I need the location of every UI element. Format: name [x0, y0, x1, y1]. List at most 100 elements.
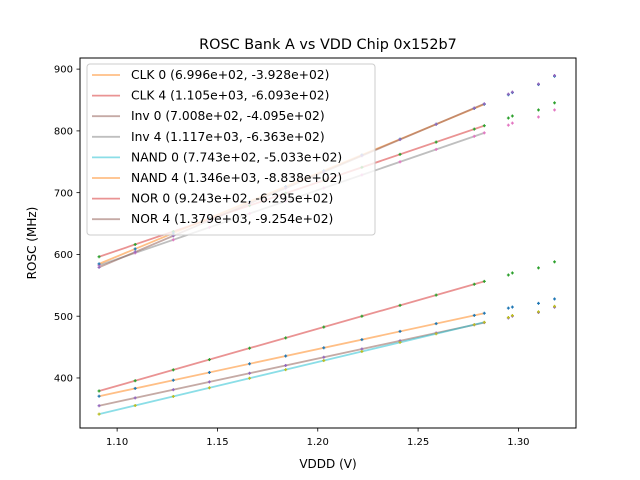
extra-point-nor-4	[506, 92, 510, 96]
legend-item: CLK 4 (1.105e+03, -6.093e+02)	[92, 89, 329, 103]
legend-item: NAND 0 (7.743e+02, -5.033e+02)	[92, 150, 342, 164]
extra-point-inv-4	[506, 123, 510, 127]
data-point-nor-4	[434, 122, 438, 126]
legend-item: NOR 4 (1.379e+03, -9.254e+02)	[92, 212, 333, 226]
data-point-clk-4	[434, 140, 438, 144]
y-tick-label: 500	[54, 312, 73, 323]
data-point-nand-0	[133, 404, 137, 408]
extra-point-clk-4	[510, 114, 514, 118]
data-point-nor-0	[133, 379, 137, 383]
data-point-nor-0	[398, 303, 402, 307]
data-point-nor-0	[472, 282, 476, 286]
data-point-nand-4	[133, 247, 137, 251]
data-point-clk-0	[171, 378, 175, 382]
data-point-clk-4	[133, 242, 137, 246]
data-point-inv-0	[284, 363, 288, 367]
data-point-nor-0	[434, 293, 438, 297]
extra-point-clk-0	[536, 301, 540, 305]
legend-label: CLK 4 (1.105e+03, -6.093e+02)	[131, 89, 329, 103]
legend-label: NOR 4 (1.379e+03, -9.254e+02)	[131, 212, 333, 226]
data-point-nand-0	[360, 349, 364, 353]
data-point-inv-4	[398, 160, 402, 164]
legend-label: NOR 0 (9.243e+02, -6.295e+02)	[131, 192, 333, 206]
y-tick-label: 900	[54, 65, 73, 76]
data-point-clk-0	[360, 338, 364, 342]
legend: CLK 0 (6.996e+02, -3.928e+02) CLK 4 (1.10…	[86, 63, 376, 236]
data-point-nor-0	[248, 346, 252, 350]
data-point-clk-0	[248, 362, 252, 366]
data-point-clk-0	[207, 370, 211, 374]
data-point-clk-4	[97, 255, 101, 259]
data-point-nand-0	[322, 359, 326, 363]
extra-point-inv-4	[536, 115, 540, 119]
data-point-nand-0	[248, 376, 252, 380]
data-point-inv-4	[434, 147, 438, 151]
extra-point-nor-4	[553, 73, 557, 77]
legend-label: NAND 0 (7.743e+02, -5.033e+02)	[131, 150, 342, 164]
plot-frame	[79, 57, 577, 429]
legend-item: Inv 4 (1.117e+03, -6.363e+02)	[92, 130, 325, 144]
extra-point-nor-0	[506, 273, 510, 277]
data-point-clk-0	[482, 311, 486, 315]
extra-point-clk-4	[536, 108, 540, 112]
data-point-nor-4	[398, 138, 402, 142]
data-point-clk-0	[398, 329, 402, 333]
legend-item: CLK 0 (6.996e+02, -3.928e+02)	[92, 68, 329, 82]
y-tick-label: 800	[54, 126, 73, 137]
chart-title: ROSC Bank A vs VDD Chip 0x152b7	[199, 37, 457, 53]
data-point-inv-0	[322, 355, 326, 359]
data-point-inv-4	[482, 131, 486, 135]
data-point-nand-0	[482, 320, 486, 324]
fit-line-clk-0	[98, 312, 485, 398]
legend-label: CLK 0 (6.996e+02, -3.928e+02)	[131, 68, 329, 82]
data-point-nand-4	[97, 262, 101, 266]
data-point-nor-0	[482, 279, 486, 283]
extra-point-nor-4	[510, 90, 514, 94]
extra-point-nor-0	[553, 260, 557, 264]
data-point-nand-0	[398, 340, 402, 344]
data-point-inv-0	[133, 396, 137, 400]
data-point-clk-0	[133, 386, 137, 390]
data-point-nor-4	[482, 102, 486, 106]
x-axis: 1.10 1.15 1.20 1.25 1.30	[106, 428, 530, 448]
extra-point-inv-4	[510, 121, 514, 125]
data-point-inv-0	[248, 371, 252, 375]
x-tick-label: 1.20	[307, 437, 329, 448]
legend-label: Inv 0 (7.008e+02, -4.095e+02)	[131, 109, 325, 123]
extra-point-nand-0	[506, 315, 510, 319]
extra-point-nand-0	[510, 314, 514, 318]
legend-item: Inv 0 (7.008e+02, -4.095e+02)	[92, 109, 325, 123]
legend-label: Inv 4 (1.117e+03, -6.363e+02)	[131, 130, 325, 144]
data-point-nand-0	[171, 394, 175, 398]
data-point-inv-0	[171, 388, 175, 392]
data-point-nor-0	[171, 368, 175, 372]
x-tick-label: 1.30	[507, 437, 529, 448]
data-point-nor-4	[133, 250, 137, 254]
data-point-clk-4	[472, 127, 476, 131]
data-point-nor-0	[284, 336, 288, 340]
y-tick-label: 600	[54, 250, 73, 261]
extra-point-nor-0	[536, 266, 540, 270]
legend-item: NAND 4 (1.346e+03, -8.838e+02)	[92, 171, 342, 185]
data-point-nand-0	[472, 323, 476, 327]
x-tick-label: 1.10	[106, 437, 128, 448]
legend-label: NAND 4 (1.346e+03, -8.838e+02)	[131, 171, 342, 185]
legend-frame	[86, 63, 376, 236]
legend-item: NOR 0 (9.243e+02, -6.295e+02)	[92, 192, 333, 206]
data-point-clk-0	[97, 394, 101, 398]
data-point-nand-0	[97, 412, 101, 416]
extra-point-clk-4	[553, 101, 557, 105]
data-point-inv-4	[472, 134, 476, 138]
data-point-nor-4	[97, 265, 101, 269]
data-point-nor-4	[472, 106, 476, 110]
data-point-nor-0	[207, 358, 211, 362]
extra-point-nand-0	[536, 310, 540, 314]
data-point-nand-0	[207, 386, 211, 390]
data-point-nand-0	[434, 332, 438, 336]
data-point-nor-0	[322, 325, 326, 329]
extra-point-inv-4	[553, 108, 557, 112]
data-point-inv-0	[207, 380, 211, 384]
x-tick-label: 1.25	[407, 437, 429, 448]
data-point-nor-0	[360, 314, 364, 318]
fit-line-inv-0	[98, 321, 485, 407]
